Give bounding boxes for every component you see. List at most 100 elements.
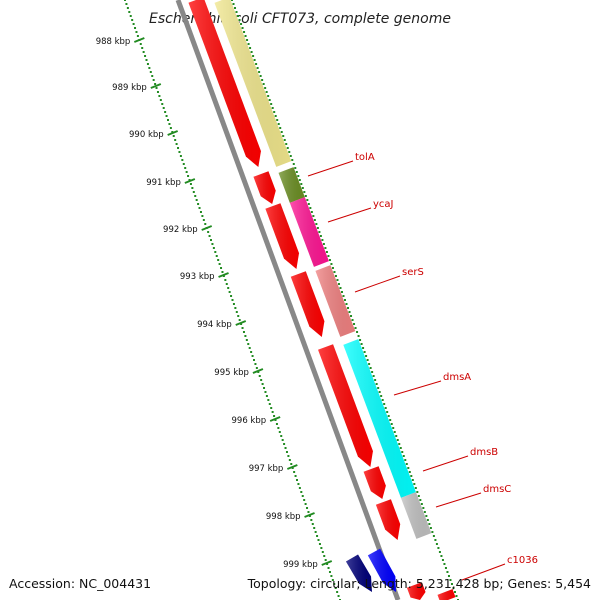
tick-dot: [159, 99, 162, 101]
gene-leader-line: [307, 160, 354, 177]
inner-ring-dot: [285, 143, 288, 145]
gene-block-dmsA-shading: [315, 265, 356, 337]
inner-ring-dot: [246, 39, 249, 41]
inner-ring-dot: [353, 323, 356, 325]
inner-ring-dot: [334, 275, 337, 277]
tick-dot: [255, 367, 258, 369]
gene-label-ycaJ[interactable]: ycaJ: [373, 199, 394, 210]
tick-dot: [242, 331, 245, 333]
tick-dot: [202, 219, 205, 221]
tick-dot: [328, 571, 331, 573]
major-tick: [304, 512, 315, 518]
tick-dot: [210, 239, 212, 241]
inner-ring-dot: [234, 7, 237, 9]
inner-ring-dot: [396, 439, 399, 441]
tick-dot: [204, 223, 207, 225]
tick-ring: 988 kbp 989 kbp 990 kbp 991 kbp 992 kbp 993 k…: [96, 0, 459, 600]
inner-ring-dot: [262, 83, 265, 85]
tick-dot: [217, 259, 220, 261]
tick-dot: [267, 399, 270, 401]
tick-dot: [307, 511, 310, 513]
inner-ring-dot: [452, 587, 455, 589]
tick-dot: [263, 387, 266, 389]
major-tick: [321, 560, 333, 566]
gene-label-dmsB[interactable]: dmsB: [470, 447, 498, 458]
tick-dot: [230, 295, 233, 297]
tick-dot: [271, 411, 274, 413]
inner-ring-dot: [306, 199, 309, 201]
inner-ring-dot: [249, 47, 252, 49]
tick-dot: [260, 379, 263, 381]
inner-ring-dot: [344, 299, 346, 301]
inner-ring-dot: [283, 139, 286, 141]
tick-dot: [314, 531, 317, 533]
tick-dot: [234, 307, 237, 309]
major-tick: [167, 130, 179, 136]
tick-dot: [281, 439, 284, 441]
inner-ring-dot: [264, 87, 267, 89]
tick-dot: [169, 127, 172, 129]
tick-label: 994 kbp: [197, 320, 232, 330]
tick-dot: [188, 179, 191, 181]
inner-ring-dot: [288, 151, 291, 153]
inner-ring-dot: [450, 583, 453, 585]
tick-dot: [316, 535, 319, 537]
inner-ring-dot: [447, 575, 450, 577]
inner-ring-dot: [331, 267, 334, 269]
inner-ring-dot: [237, 15, 240, 17]
tick-dot: [211, 243, 214, 245]
inner-ring-dot: [402, 455, 405, 457]
tick-dot: [198, 207, 201, 209]
gene-label-dmsC[interactable]: dmsC: [483, 484, 511, 495]
tick-dot: [175, 143, 178, 145]
inner-ring-dot: [390, 423, 393, 425]
inner-ring-dot: [271, 107, 274, 109]
inner-ring-dot: [235, 11, 238, 13]
inner-ring-dot: [368, 363, 371, 365]
inner-ring-dot: [267, 95, 270, 97]
inner-ring-dot: [434, 539, 437, 541]
gene-leader-line: [461, 563, 506, 581]
genome-stats: Topology: circular; Length: 5,231,428 bp…: [247, 576, 591, 591]
tick-dot: [221, 271, 224, 273]
inner-ring-dot: [244, 35, 247, 37]
tick-dot: [326, 563, 329, 565]
gene-label-c1036[interactable]: c1036: [507, 555, 538, 566]
major-tick: [286, 464, 298, 470]
inner-ring-dot: [253, 59, 256, 61]
cds-arrow-shading: [375, 499, 401, 540]
tick-dot: [291, 467, 294, 469]
tick-dot: [141, 47, 144, 49]
inner-ring-dot: [273, 111, 276, 113]
tick-dot: [131, 19, 134, 21]
inner-ring-dot: [354, 327, 357, 329]
tick-dot: [321, 551, 324, 553]
tick-dot: [317, 539, 320, 541]
gene-leader-line: [327, 207, 372, 223]
tick-dot: [285, 451, 288, 453]
gene-label-dmsA[interactable]: dmsA: [443, 372, 471, 383]
gene-label-serS[interactable]: serS: [402, 267, 424, 278]
tick-dot: [129, 15, 132, 17]
inner-ring-dot: [282, 135, 285, 137]
inner-ring-dot: [258, 71, 261, 73]
tick-dot: [280, 435, 283, 437]
inner-ring-dot: [438, 551, 441, 553]
inner-ring-dot: [350, 315, 353, 317]
inner-ring-dot: [309, 207, 312, 209]
major-tick: [150, 83, 162, 89]
cds-arrow-shading: [265, 203, 300, 269]
gene-leader-line: [435, 492, 482, 508]
inner-ring-dot: [316, 227, 319, 229]
gene-leader-line: [422, 455, 469, 472]
inner-ring-dot: [270, 103, 273, 105]
tick-dot: [310, 519, 313, 521]
tick-dot: [277, 427, 280, 429]
tick-dot: [194, 195, 197, 197]
inner-ring-dot: [333, 271, 336, 273]
inner-ring-dot: [387, 415, 390, 417]
tick-dot: [244, 335, 247, 337]
tick-dot: [313, 527, 316, 529]
tick-dot: [258, 375, 261, 377]
gene-label-tolA[interactable]: tolA: [355, 152, 375, 163]
